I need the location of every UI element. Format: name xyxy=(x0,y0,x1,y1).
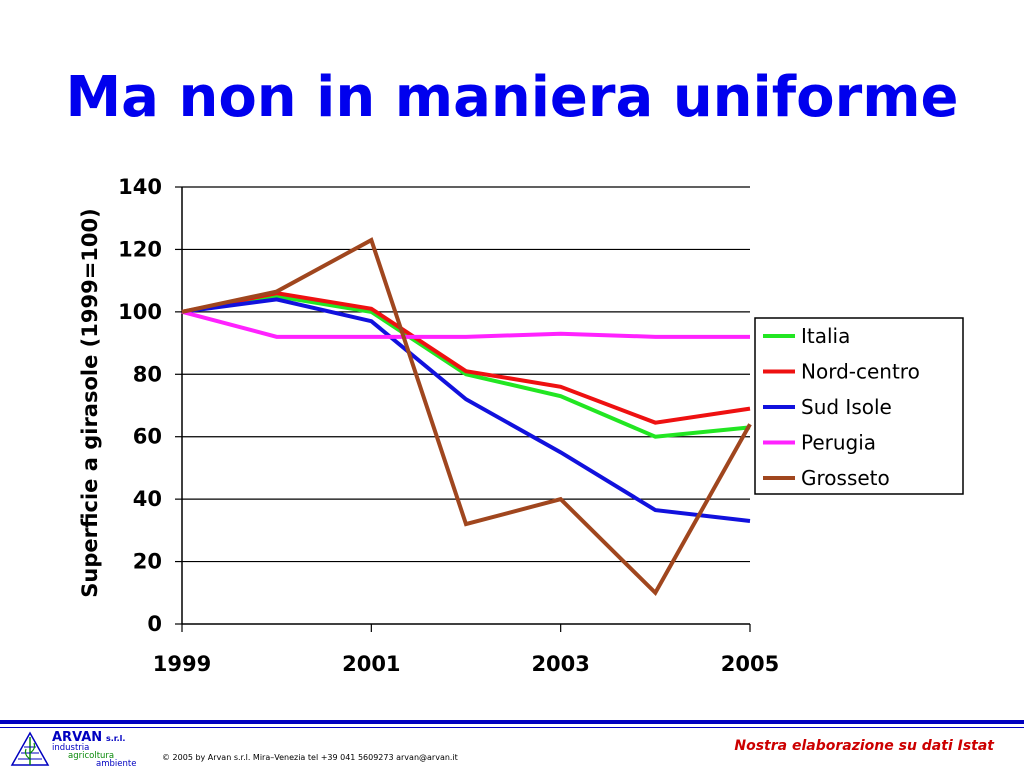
series-line-nord-centro xyxy=(181,291,751,425)
source-note: Nostra elaborazione su dati Istat xyxy=(734,738,994,754)
x-tick-label: 2003 xyxy=(531,652,589,676)
x-tick-label: 2005 xyxy=(721,652,779,676)
y-tick-label: 80 xyxy=(133,362,162,386)
legend-label: Perugia xyxy=(801,431,876,455)
logo-suffix: s.r.l. xyxy=(106,734,125,743)
y-axis-ticks: 0 20 40 60 80 100 120 140 xyxy=(118,175,182,636)
line-chart: 0 20 40 60 80 100 120 140 1999 2001 2003 2005 Supe… xyxy=(78,175,964,676)
chart-series xyxy=(181,237,752,597)
logo-company: ARVAN xyxy=(52,730,102,745)
legend-label: Grosseto xyxy=(801,466,890,490)
logo-word-1: industria xyxy=(52,743,89,753)
footer-bar xyxy=(0,720,1024,724)
legend-label: Nord-centro xyxy=(801,360,920,384)
sunflower-icon xyxy=(10,731,50,766)
x-tick-label: 2001 xyxy=(342,652,400,676)
series-line-perugia xyxy=(181,309,750,339)
legend-label: Sud Isole xyxy=(801,395,892,419)
y-tick-label: 0 xyxy=(147,612,162,636)
slide-title: Ma non in maniera uniforme xyxy=(65,65,959,130)
copyright-text: © 2005 by Arvan s.r.l. Mira–Venezia tel … xyxy=(162,753,458,762)
footer-rule xyxy=(0,727,1024,728)
series-line-sud-isole xyxy=(181,297,751,523)
legend-label: Italia xyxy=(801,324,850,348)
series-line-italia xyxy=(181,294,751,439)
chart-grid xyxy=(182,186,750,563)
y-tick-label: 20 xyxy=(133,550,162,574)
y-tick-label: 100 xyxy=(118,300,162,324)
y-tick-label: 120 xyxy=(118,237,162,261)
y-axis-label: Superficie a girasole (1999=100) xyxy=(78,208,102,597)
chart-axes xyxy=(181,187,750,625)
arvan-logo: ARVAN s.r.l. industria agricoltura ambie… xyxy=(10,730,136,767)
chart-legend: Italia Nord-centro Sud Isole Perugia Grosset… xyxy=(754,317,964,495)
x-tick-label: 1999 xyxy=(153,652,211,676)
x-axis-ticks: 1999 2001 2003 2005 xyxy=(153,624,779,676)
series-line-grosseto xyxy=(181,237,752,597)
y-tick-label: 40 xyxy=(133,487,162,511)
logo-word-3: ambiente xyxy=(96,759,136,767)
logo-word-2: agricoltura xyxy=(68,751,114,761)
y-tick-label: 140 xyxy=(118,175,162,199)
y-tick-label: 60 xyxy=(133,425,162,449)
